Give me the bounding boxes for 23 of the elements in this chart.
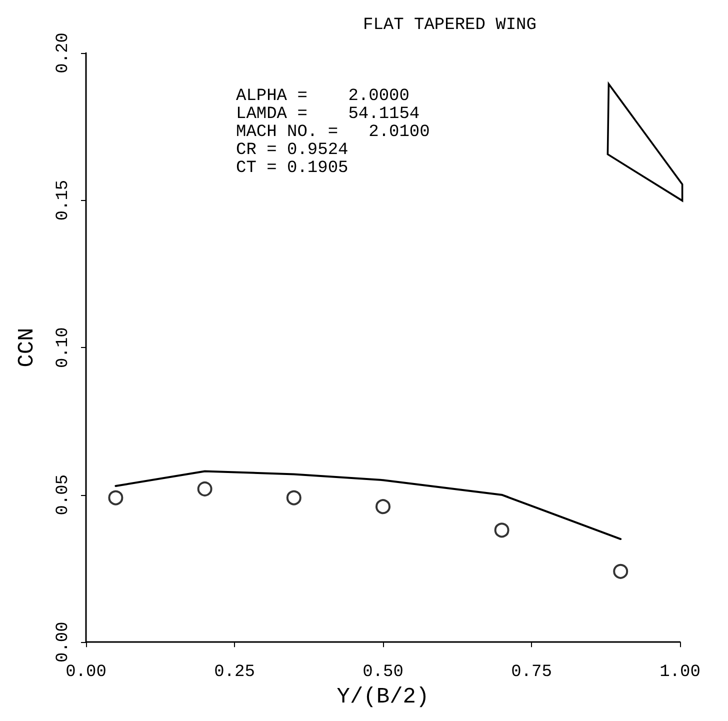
point: [197, 481, 212, 496]
annotation: CR = 0.9524: [236, 141, 348, 160]
annotation: CT = 0.1905: [236, 159, 348, 178]
x-tick-label: 1.00: [660, 663, 700, 682]
x-tick-label: 0.50: [362, 663, 404, 682]
y-tick-label: 0.10: [54, 327, 73, 368]
y-axis-title: CCN: [14, 328, 40, 368]
annotation: ALPHA = 2.0000: [236, 87, 410, 106]
line-series: [114, 470, 622, 540]
y-tick-label: 0.05: [54, 474, 73, 516]
point: [494, 522, 510, 538]
y-tick-label: 0.15: [54, 180, 73, 221]
point: [613, 564, 628, 579]
annotation: MACH NO. = 2.0100: [236, 123, 430, 142]
point: [286, 490, 302, 506]
x-tick-label: 0.25: [214, 663, 255, 682]
point: [376, 499, 390, 514]
annotation: LAMDA = 54.1154: [236, 105, 420, 124]
y-tick-label: 0.20: [54, 32, 73, 74]
chart-title: FLAT TAPERED WING: [363, 16, 536, 35]
x-tick-label: 0.75: [511, 663, 552, 682]
x-axis-title: Y/(B/2): [336, 684, 430, 710]
point: [108, 490, 124, 506]
